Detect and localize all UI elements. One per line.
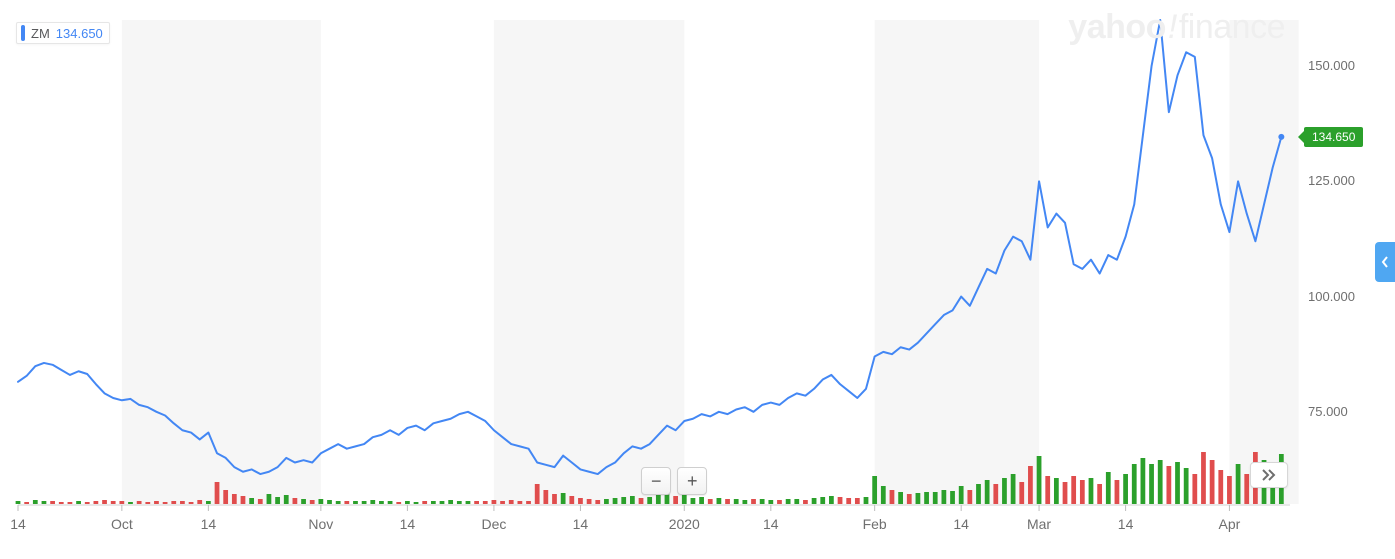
x-axis-tick: Oct	[111, 516, 133, 532]
minus-icon: −	[651, 471, 662, 492]
x-axis-tick: Nov	[308, 516, 333, 532]
ticker-symbol: ZM	[31, 26, 50, 41]
x-axis-tick: 14	[763, 516, 779, 532]
zoom-out-button[interactable]: −	[641, 467, 671, 495]
x-axis-tick: 14	[201, 516, 217, 532]
current-price-tag: 134.650	[1304, 127, 1363, 147]
watermark-brand: yahoo	[1068, 8, 1166, 46]
chevron-left-icon	[1380, 255, 1390, 269]
ticker-price: 134.650	[56, 26, 103, 41]
zoom-in-button[interactable]: +	[677, 467, 707, 495]
x-axis-tick: Mar	[1027, 516, 1051, 532]
ticker-color-marker	[21, 25, 25, 41]
x-axis-tick: 14	[953, 516, 969, 532]
current-price-tag-value: 134.650	[1312, 130, 1355, 144]
x-axis-tick: Dec	[481, 516, 506, 532]
watermark-exclam: !	[1168, 8, 1177, 46]
side-panel-toggle[interactable]	[1375, 242, 1395, 282]
x-axis-tick: 2020	[669, 516, 700, 532]
y-axis-tick: 75.000	[1308, 404, 1348, 419]
zoom-controls: − +	[641, 467, 707, 495]
double-chevron-right-icon	[1261, 469, 1277, 481]
x-axis-tick: Apr	[1219, 516, 1241, 532]
ticker-legend[interactable]: ZM 134.650	[16, 22, 110, 44]
x-axis-tick: 14	[1118, 516, 1134, 532]
x-axis-tick: 14	[10, 516, 26, 532]
watermark-logo: yahoo!finance	[1068, 8, 1285, 47]
y-axis-tick: 125.000	[1308, 173, 1355, 188]
x-axis-tick: 14	[400, 516, 416, 532]
x-axis-tick: 14	[573, 516, 589, 532]
expand-chart-button[interactable]	[1250, 462, 1288, 488]
y-axis-tick: 100.000	[1308, 289, 1355, 304]
x-axis-tick: Feb	[863, 516, 887, 532]
watermark-sub: finance	[1179, 8, 1285, 46]
plus-icon: +	[687, 471, 698, 492]
y-axis-tick: 150.000	[1308, 58, 1355, 73]
